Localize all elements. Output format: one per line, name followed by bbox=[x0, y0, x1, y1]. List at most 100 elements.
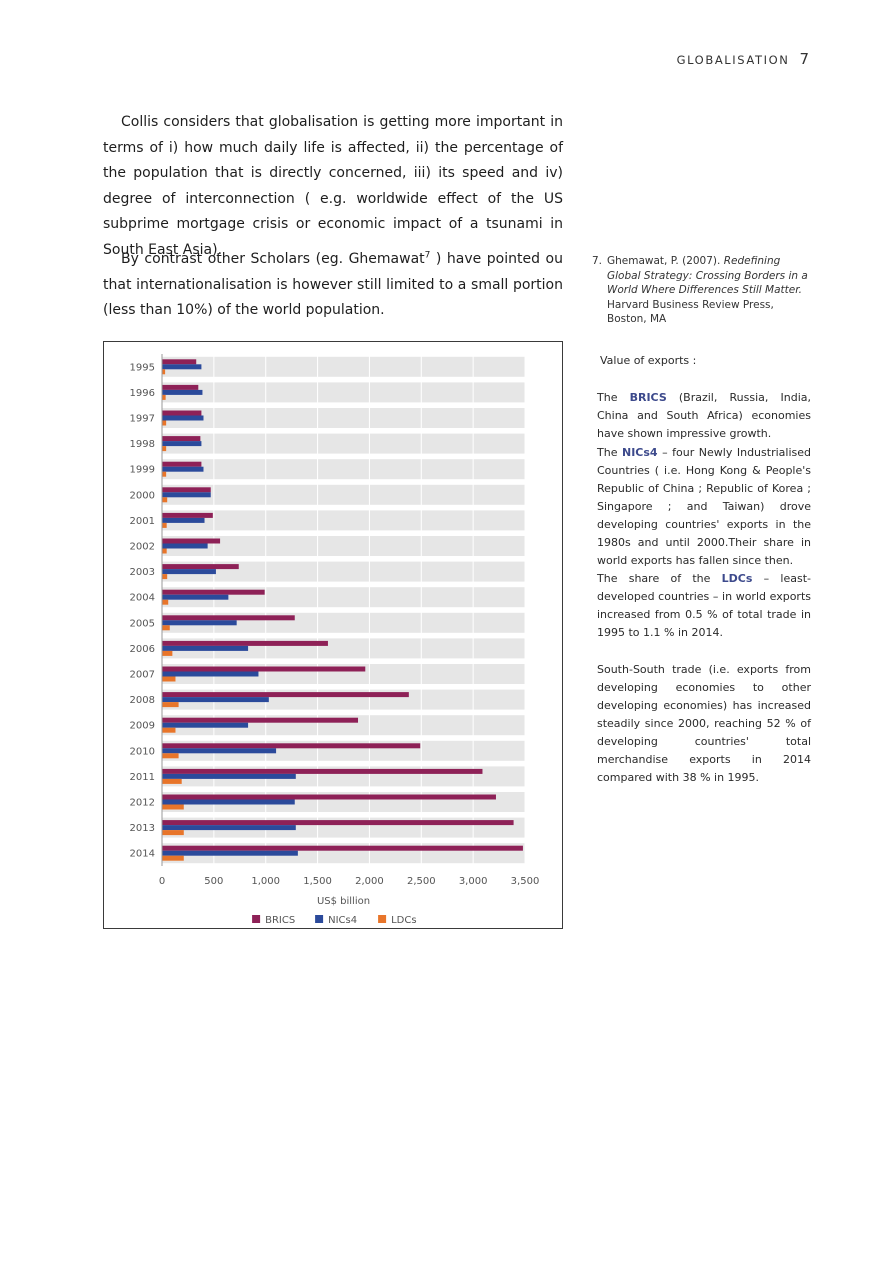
brics-text: (Brazil, Russia, India, China and South … bbox=[597, 391, 811, 440]
year-label: 2013 bbox=[130, 823, 155, 834]
year-label: 2014 bbox=[130, 849, 155, 860]
bar-nics4-2002 bbox=[162, 543, 208, 549]
year-label: 2007 bbox=[130, 670, 155, 681]
row-band bbox=[162, 408, 525, 428]
x-tick-label: 3,500 bbox=[511, 876, 540, 887]
year-label: 1998 bbox=[130, 439, 155, 450]
bar-nics4-2006 bbox=[162, 645, 249, 651]
bar-ldcs-2006 bbox=[162, 650, 173, 656]
year-label: 2011 bbox=[130, 772, 155, 783]
bar-brics-2002 bbox=[162, 538, 221, 544]
running-header: GLOBALISATION 7 bbox=[677, 50, 809, 68]
brics-intro: The bbox=[597, 391, 630, 404]
bar-ldcs-1999 bbox=[162, 471, 167, 477]
row-band bbox=[162, 536, 525, 556]
bar-ldcs-2012 bbox=[162, 804, 184, 810]
bar-nics4-2012 bbox=[162, 799, 295, 805]
year-label: 2006 bbox=[130, 644, 155, 655]
x-tick-label: 2,500 bbox=[407, 876, 436, 887]
bar-nics4-1997 bbox=[162, 415, 204, 421]
footnote-publisher: Harvard Business Review Press, Boston, M… bbox=[607, 298, 774, 326]
year-label: 1995 bbox=[130, 362, 155, 373]
paragraph-text-start: By contrast other Scholars (eg. Ghemawat bbox=[121, 251, 425, 267]
bar-brics-1999 bbox=[162, 461, 202, 467]
x-tick-label: 500 bbox=[204, 876, 223, 887]
x-tick-label: 0 bbox=[159, 876, 165, 887]
bar-brics-2012 bbox=[162, 794, 496, 800]
row-band bbox=[162, 356, 525, 377]
row-band bbox=[162, 382, 525, 403]
bar-ldcs-2013 bbox=[162, 830, 184, 836]
legend-label-brics: BRICS bbox=[265, 915, 295, 926]
sidebar-nics-note: The NICs4 – four Newly Industrialised Co… bbox=[597, 444, 811, 570]
bar-nics4-2008 bbox=[162, 697, 269, 703]
x-tick-label: 1,500 bbox=[303, 876, 332, 887]
bar-nics4-1999 bbox=[162, 466, 204, 472]
bar-nics4-1998 bbox=[162, 441, 202, 447]
ldcs-text: – least-developed countries – in world e… bbox=[597, 572, 811, 639]
bar-brics-1995 bbox=[162, 359, 197, 365]
exports-chart: 1995 1996 1997 1998 1999 2000 2001 2002 2003 2004… bbox=[103, 341, 563, 929]
bar-ldcs-2000 bbox=[162, 497, 168, 503]
bar-brics-2008 bbox=[162, 692, 409, 698]
row-band bbox=[162, 433, 525, 454]
row-band bbox=[162, 459, 525, 480]
bar-nics4-2011 bbox=[162, 773, 296, 779]
footnote-title: Redefining Global Strategy: Crossing Bor… bbox=[607, 255, 808, 296]
nics-term: NICs4 bbox=[622, 446, 658, 459]
year-label: 2000 bbox=[130, 490, 155, 501]
legend-label-ldcs: LDCs bbox=[391, 915, 416, 926]
year-label: 1996 bbox=[130, 388, 155, 399]
sidebar-ldcs-note: The share of the LDCs – least-developed … bbox=[597, 570, 811, 642]
year-label: 1999 bbox=[130, 465, 155, 476]
bar-nics4-2013 bbox=[162, 825, 296, 831]
bar-nics4-2000 bbox=[162, 492, 211, 498]
legend-swatch-brics bbox=[252, 915, 261, 923]
year-label: 2001 bbox=[130, 516, 155, 527]
bar-ldcs-2014 bbox=[162, 855, 184, 861]
brics-term: BRICS bbox=[629, 391, 667, 404]
footnote-number: 7. bbox=[592, 255, 603, 267]
year-label: 2004 bbox=[130, 593, 155, 604]
bar-brics-2014 bbox=[162, 845, 523, 851]
footnote-reference[interactable]: 7 bbox=[424, 250, 431, 261]
legend-swatch-nics4 bbox=[315, 915, 324, 923]
bar-nics4-1996 bbox=[162, 389, 203, 395]
footnote-7: 7. Ghemawat, P. (2007). Redefining Globa… bbox=[592, 254, 812, 327]
year-label: 2002 bbox=[130, 542, 155, 553]
bar-nics4-2010 bbox=[162, 748, 277, 754]
year-label: 2012 bbox=[130, 798, 155, 809]
sidebar-south-south-note: South-South trade (i.e. exports from dev… bbox=[597, 663, 811, 784]
bar-ldcs-2011 bbox=[162, 778, 182, 784]
bar-nics4-2007 bbox=[162, 671, 259, 677]
sidebar-brics-note: The BRICS (Brazil, Russia, India, China … bbox=[597, 389, 811, 443]
bar-nics4-2004 bbox=[162, 594, 229, 600]
bar-ldcs-1998 bbox=[162, 446, 167, 452]
bar-ldcs-2003 bbox=[162, 574, 168, 580]
bar-brics-2011 bbox=[162, 768, 483, 774]
paragraph-ghemawat: By contrast other Scholars (eg. Ghemawat… bbox=[103, 247, 563, 324]
bar-nics4-2001 bbox=[162, 517, 205, 523]
bar-nics4-2009 bbox=[162, 722, 249, 728]
row-band bbox=[162, 510, 525, 531]
bar-ldcs-2001 bbox=[162, 522, 167, 528]
bar-brics-2001 bbox=[162, 512, 213, 518]
bar-brics-2007 bbox=[162, 666, 366, 672]
bar-ldcs-2005 bbox=[162, 625, 170, 631]
bar-brics-2003 bbox=[162, 564, 239, 570]
page-number: 7 bbox=[799, 50, 809, 68]
bar-brics-2000 bbox=[162, 487, 211, 493]
bar-brics-2009 bbox=[162, 717, 359, 723]
bar-nics4-2014 bbox=[162, 850, 298, 856]
legend-label-nics4: NICs4 bbox=[328, 915, 357, 926]
bar-brics-2004 bbox=[162, 589, 265, 595]
ldcs-term: LDCs bbox=[721, 572, 753, 585]
year-label: 2010 bbox=[130, 746, 155, 757]
bar-ldcs-1997 bbox=[162, 420, 167, 426]
legend-swatch-ldcs bbox=[378, 915, 387, 923]
x-tick-label: 1,000 bbox=[251, 876, 280, 887]
footnote-author: Ghemawat, P. (2007). bbox=[607, 255, 724, 267]
year-label: 2009 bbox=[130, 721, 155, 732]
paragraph-collis: Collis considers that globalisation is g… bbox=[103, 114, 563, 258]
bar-brics-2013 bbox=[162, 820, 514, 826]
